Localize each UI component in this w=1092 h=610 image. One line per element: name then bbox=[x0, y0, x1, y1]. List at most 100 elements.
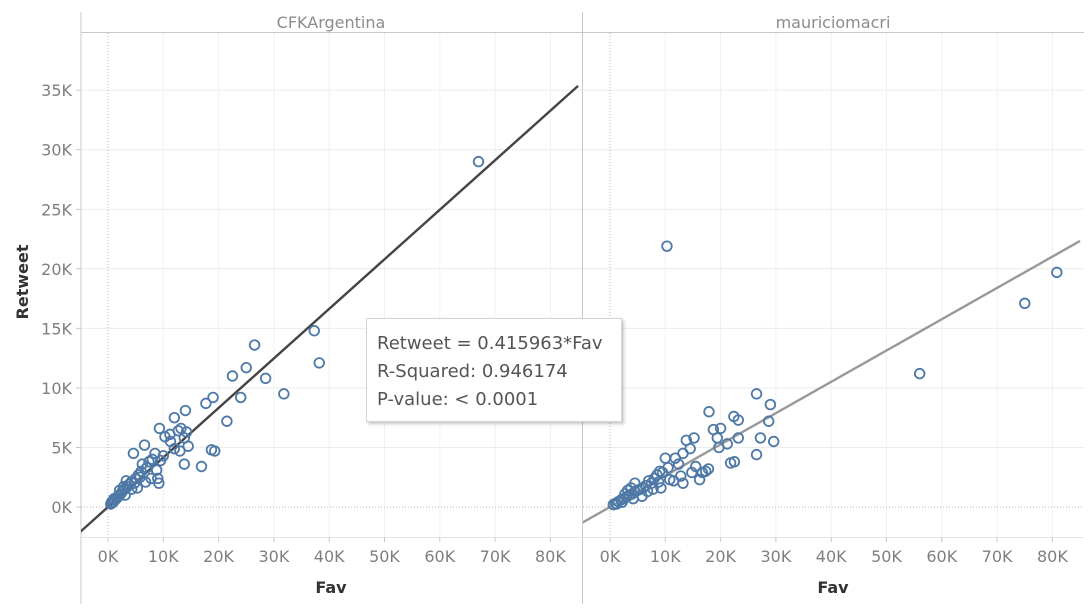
scatter-point[interactable] bbox=[661, 240, 673, 252]
scatter-point[interactable] bbox=[134, 471, 146, 483]
scatter-point[interactable] bbox=[750, 388, 763, 400]
scatter-point[interactable] bbox=[652, 476, 665, 488]
scatter-point[interactable] bbox=[647, 483, 659, 495]
scatter-point[interactable] bbox=[703, 406, 715, 418]
x-tick-label: 70K bbox=[982, 547, 1013, 566]
scatter-point[interactable] bbox=[677, 477, 689, 489]
scatter-point[interactable] bbox=[627, 492, 639, 505]
scatter-point[interactable] bbox=[688, 432, 700, 444]
scatter-point[interactable] bbox=[146, 453, 158, 466]
scatter-point[interactable] bbox=[767, 435, 780, 448]
scatter-point[interactable] bbox=[138, 439, 151, 451]
scatter-point[interactable] bbox=[150, 464, 163, 476]
scatter-point[interactable] bbox=[616, 496, 628, 508]
y-tick-label: 25K bbox=[41, 200, 72, 219]
scatter-point[interactable] bbox=[711, 432, 723, 444]
scatter-point[interactable] bbox=[690, 460, 702, 473]
scatter-point[interactable] bbox=[913, 367, 926, 380]
x-tick-label: 60K bbox=[926, 547, 957, 566]
scatter-point[interactable] bbox=[195, 460, 208, 473]
scatter-point[interactable] bbox=[200, 397, 212, 410]
scatter-point[interactable] bbox=[724, 457, 737, 469]
x-tick-label: 50K bbox=[369, 547, 400, 566]
scatter-point[interactable] bbox=[259, 372, 272, 385]
scatter-point[interactable] bbox=[655, 482, 667, 494]
scatter-point[interactable] bbox=[226, 370, 239, 382]
x-tick-label: 80K bbox=[535, 547, 566, 566]
x-axis-title-right: Fav bbox=[817, 578, 849, 597]
x-tick-label: 80K bbox=[1037, 547, 1068, 566]
scatter-point[interactable] bbox=[763, 415, 775, 427]
scatter-point[interactable] bbox=[209, 445, 221, 457]
scatter-point[interactable] bbox=[164, 435, 177, 448]
panel-title-cfkargentina: CFKArgentina bbox=[277, 13, 386, 32]
tooltip-p-value: P-value: < 0.0001 bbox=[377, 389, 539, 410]
scatter-point[interactable] bbox=[180, 426, 193, 438]
scatter-point[interactable] bbox=[313, 357, 325, 369]
scatter-point[interactable] bbox=[113, 484, 126, 497]
panel-cfkargentina: 0K 10K 20K 30K 40K 50K 60K 70K 80K bbox=[81, 33, 582, 566]
scatter-point[interactable] bbox=[625, 482, 637, 494]
x-tick-label: 10K bbox=[650, 547, 681, 566]
y-tick-label: 5K bbox=[51, 438, 72, 457]
scatter-point[interactable] bbox=[675, 470, 687, 482]
scatter-point[interactable] bbox=[472, 155, 485, 168]
x-tick-label: 50K bbox=[871, 547, 902, 566]
scatter-point[interactable] bbox=[1019, 297, 1031, 310]
chart-frame bbox=[80, 12, 1084, 604]
scatter-point[interactable] bbox=[714, 422, 727, 435]
scatter-point[interactable] bbox=[699, 465, 712, 477]
scatter-point[interactable] bbox=[106, 495, 118, 508]
scatter-point[interactable] bbox=[728, 410, 740, 423]
x-tick-label: 40K bbox=[314, 547, 345, 566]
scatter-point[interactable] bbox=[278, 388, 290, 400]
scatter-point[interactable] bbox=[672, 458, 685, 470]
panel-title-mauriciomacri: mauriciomacri bbox=[776, 13, 891, 32]
scatter-point[interactable] bbox=[153, 422, 166, 435]
tooltip-equation: Retweet = 0.415963*Fav bbox=[377, 333, 603, 354]
y-axis-title: Retweet bbox=[13, 244, 32, 319]
scatter-point[interactable] bbox=[178, 458, 191, 470]
scatter-point[interactable] bbox=[182, 440, 194, 452]
scatter-point[interactable] bbox=[1051, 266, 1063, 279]
scatter-point[interactable] bbox=[235, 391, 247, 404]
scatter-point[interactable] bbox=[152, 472, 164, 485]
scatter-point[interactable] bbox=[136, 458, 148, 470]
scatter-point[interactable] bbox=[221, 415, 233, 427]
scatter-point[interactable] bbox=[240, 361, 252, 374]
x-tick-label: 40K bbox=[816, 547, 847, 566]
scatter-point[interactable] bbox=[168, 411, 181, 424]
x-tick-label: 60K bbox=[424, 547, 455, 566]
x-axis-title-left: Fav bbox=[315, 578, 347, 597]
scatter-point[interactable] bbox=[207, 391, 219, 404]
scatter-point[interactable] bbox=[610, 498, 623, 510]
scatter-point[interactable] bbox=[680, 434, 693, 447]
scatter-point[interactable] bbox=[702, 463, 715, 475]
scatter-point[interactable] bbox=[179, 404, 192, 417]
scatter-point[interactable] bbox=[659, 452, 672, 464]
scatter-point[interactable] bbox=[750, 448, 763, 461]
scatter-point[interactable] bbox=[693, 473, 706, 486]
y-tick-label: 30K bbox=[41, 141, 72, 160]
scatter-point[interactable] bbox=[174, 445, 186, 457]
scatter-point[interactable] bbox=[248, 339, 261, 351]
x-tick-label: 30K bbox=[258, 547, 289, 566]
scatter-point[interactable] bbox=[754, 432, 767, 444]
y-tick-label: 35K bbox=[41, 81, 72, 100]
trend-line-tooltip: Retweet = 0.415963*Fav R-Squared: 0.9461… bbox=[366, 318, 622, 422]
x-tick-label: 10K bbox=[148, 547, 179, 566]
x-tick-label: 0K bbox=[600, 547, 621, 566]
y-tick-label: 15K bbox=[41, 319, 72, 338]
scatter-point[interactable] bbox=[127, 447, 140, 460]
x-tick-label: 20K bbox=[203, 547, 234, 566]
scatter-point[interactable] bbox=[308, 325, 320, 337]
scatter-point[interactable] bbox=[143, 456, 155, 468]
scatter-point[interactable] bbox=[764, 398, 777, 411]
scatter-point[interactable] bbox=[108, 492, 120, 505]
scatter-point[interactable] bbox=[157, 450, 170, 462]
scatter-point[interactable] bbox=[732, 432, 744, 444]
y-tick-label: 20K bbox=[41, 260, 72, 279]
y-axis: 0K 5K 10K 15K 20K 25K 30K 35K bbox=[41, 81, 81, 517]
y-tick-label: 0K bbox=[51, 498, 72, 517]
x-tick-label: 0K bbox=[98, 547, 119, 566]
